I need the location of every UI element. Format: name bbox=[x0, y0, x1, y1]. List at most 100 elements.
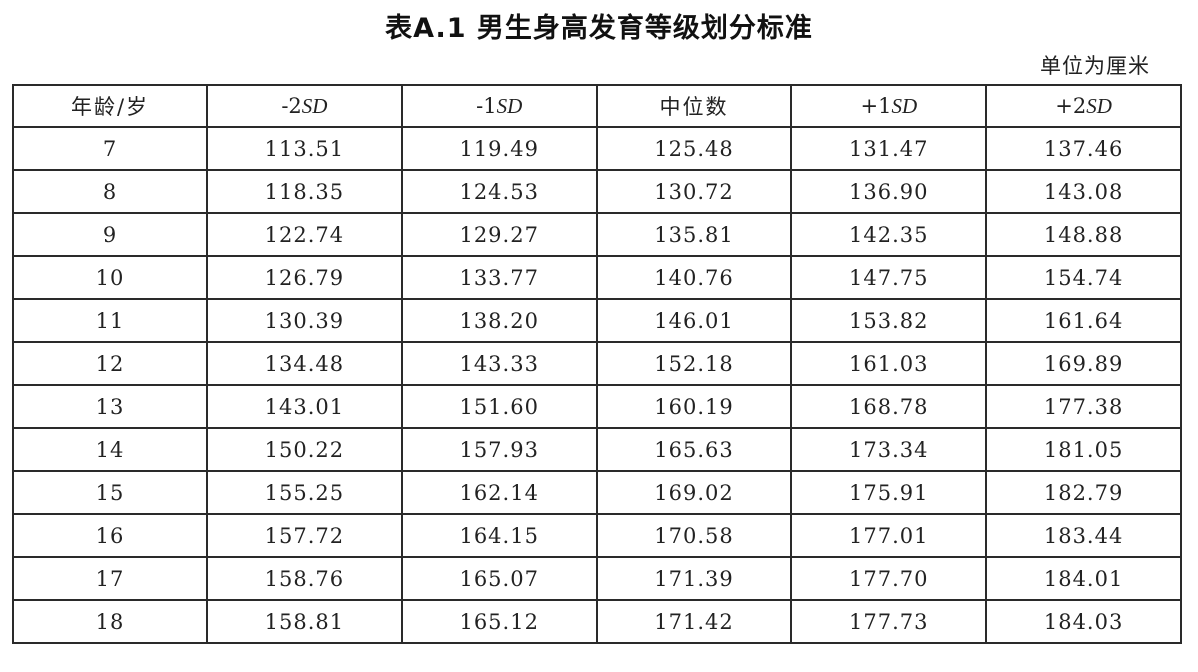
cell-plus-2sd: 154.74 bbox=[985, 255, 1182, 300]
cell-plus-2sd: 137.46 bbox=[985, 126, 1182, 171]
cell-plus-2sd: 181.05 bbox=[985, 427, 1182, 472]
cell-plus-2sd: 161.64 bbox=[985, 298, 1182, 343]
cell-plus-1sd: 177.73 bbox=[790, 599, 988, 644]
header-minus-2sd: -2SD bbox=[206, 84, 403, 128]
cell-plus-1sd: 153.82 bbox=[790, 298, 988, 343]
cell-plus-2sd: 184.01 bbox=[985, 556, 1182, 601]
cell-plus-1sd: 131.47 bbox=[790, 126, 988, 171]
cell-median: 152.18 bbox=[595, 341, 793, 386]
header-plus-1sd: +1SD bbox=[790, 84, 988, 128]
header-age: 年龄/岁 bbox=[12, 84, 208, 128]
cell-minus-1sd: 124.53 bbox=[400, 169, 598, 214]
height-grade-table: 年龄/岁 -2SD -1SD 中位数 +1SD +2SD 7 113.51 119.… bbox=[12, 84, 1182, 644]
cell-median: 169.02 bbox=[595, 470, 793, 515]
cell-plus-1sd: 168.78 bbox=[790, 384, 988, 429]
unit-note: 单位为厘米 bbox=[1040, 54, 1150, 78]
table-row: 10 126.79 133.77 140.76 147.75 154.74 bbox=[12, 255, 1182, 300]
cell-median: 146.01 bbox=[595, 298, 793, 343]
cell-age: 16 bbox=[12, 513, 208, 558]
cell-minus-2sd: 157.72 bbox=[206, 513, 403, 558]
cell-median: 135.81 bbox=[595, 212, 793, 257]
cell-plus-1sd: 161.03 bbox=[790, 341, 988, 386]
table-row: 9 122.74 129.27 135.81 142.35 148.88 bbox=[12, 212, 1182, 257]
cell-minus-1sd: 162.14 bbox=[400, 470, 598, 515]
header-minus-1sd: -1SD bbox=[400, 84, 598, 128]
cell-plus-1sd: 177.70 bbox=[790, 556, 988, 601]
cell-median: 165.63 bbox=[595, 427, 793, 472]
cell-minus-1sd: 165.07 bbox=[400, 556, 598, 601]
cell-minus-2sd: 113.51 bbox=[206, 126, 403, 171]
cell-median: 125.48 bbox=[595, 126, 793, 171]
cell-plus-2sd: 184.03 bbox=[985, 599, 1182, 644]
header-median: 中位数 bbox=[595, 84, 793, 128]
cell-plus-1sd: 136.90 bbox=[790, 169, 988, 214]
cell-age: 10 bbox=[12, 255, 208, 300]
cell-minus-2sd: 130.39 bbox=[206, 298, 403, 343]
cell-minus-2sd: 118.35 bbox=[206, 169, 403, 214]
table-row: 7 113.51 119.49 125.48 131.47 137.46 bbox=[12, 126, 1182, 171]
cell-minus-1sd: 164.15 bbox=[400, 513, 598, 558]
header-minus-2sd-prefix: -2 bbox=[281, 93, 302, 118]
cell-minus-2sd: 158.81 bbox=[206, 599, 403, 644]
table-row: 11 130.39 138.20 146.01 153.82 161.64 bbox=[12, 298, 1182, 343]
cell-plus-2sd: 183.44 bbox=[985, 513, 1182, 558]
cell-minus-2sd: 122.74 bbox=[206, 212, 403, 257]
cell-minus-1sd: 151.60 bbox=[400, 384, 598, 429]
cell-age: 13 bbox=[12, 384, 208, 429]
cell-plus-2sd: 177.38 bbox=[985, 384, 1182, 429]
header-age-label: 年龄/岁 bbox=[70, 95, 150, 119]
cell-minus-2sd: 150.22 bbox=[206, 427, 403, 472]
cell-median: 130.72 bbox=[595, 169, 793, 214]
cell-median: 140.76 bbox=[595, 255, 793, 300]
table-row: 13 143.01 151.60 160.19 168.78 177.38 bbox=[12, 384, 1182, 429]
cell-median: 170.58 bbox=[595, 513, 793, 558]
table-header-row: 年龄/岁 -2SD -1SD 中位数 +1SD +2SD bbox=[12, 84, 1182, 128]
cell-age: 11 bbox=[12, 298, 208, 343]
cell-plus-1sd: 173.34 bbox=[790, 427, 988, 472]
table-row: 15 155.25 162.14 169.02 175.91 182.79 bbox=[12, 470, 1182, 515]
table-body: 7 113.51 119.49 125.48 131.47 137.46 8 118.35 12… bbox=[12, 126, 1182, 644]
cell-minus-1sd: 165.12 bbox=[400, 599, 598, 644]
header-minus-1sd-prefix: -1 bbox=[476, 93, 497, 118]
cell-median: 171.42 bbox=[595, 599, 793, 644]
cell-plus-1sd: 147.75 bbox=[790, 255, 988, 300]
header-plus-2sd-label: SD bbox=[1086, 93, 1112, 118]
cell-plus-1sd: 142.35 bbox=[790, 212, 988, 257]
cell-plus-1sd: 177.01 bbox=[790, 513, 988, 558]
cell-age: 17 bbox=[12, 556, 208, 601]
cell-minus-1sd: 119.49 bbox=[400, 126, 598, 171]
cell-median: 171.39 bbox=[595, 556, 793, 601]
header-plus-1sd-prefix: +1 bbox=[860, 93, 892, 118]
header-median-label: 中位数 bbox=[659, 95, 729, 119]
cell-age: 15 bbox=[12, 470, 208, 515]
cell-age: 14 bbox=[12, 427, 208, 472]
header-plus-2sd-prefix: +2 bbox=[1055, 93, 1087, 118]
table-row: 12 134.48 143.33 152.18 161.03 169.89 bbox=[12, 341, 1182, 386]
cell-minus-1sd: 129.27 bbox=[400, 212, 598, 257]
cell-age: 18 bbox=[12, 599, 208, 644]
cell-age: 8 bbox=[12, 169, 208, 214]
cell-median: 160.19 bbox=[595, 384, 793, 429]
cell-minus-2sd: 126.79 bbox=[206, 255, 403, 300]
table-row: 17 158.76 165.07 171.39 177.70 184.01 bbox=[12, 556, 1182, 601]
table-row: 8 118.35 124.53 130.72 136.90 143.08 bbox=[12, 169, 1182, 214]
cell-plus-2sd: 148.88 bbox=[985, 212, 1182, 257]
cell-plus-2sd: 182.79 bbox=[985, 470, 1182, 515]
table-title: 表A.1 男生身高发育等级划分标准 bbox=[385, 13, 813, 44]
cell-minus-1sd: 133.77 bbox=[400, 255, 598, 300]
cell-minus-1sd: 138.20 bbox=[400, 298, 598, 343]
cell-minus-2sd: 134.48 bbox=[206, 341, 403, 386]
cell-minus-1sd: 157.93 bbox=[400, 427, 598, 472]
cell-minus-2sd: 158.76 bbox=[206, 556, 403, 601]
cell-plus-2sd: 143.08 bbox=[985, 169, 1182, 214]
table-row: 16 157.72 164.15 170.58 177.01 183.44 bbox=[12, 513, 1182, 558]
header-minus-1sd-label: SD bbox=[496, 93, 523, 118]
cell-minus-2sd: 143.01 bbox=[206, 384, 403, 429]
cell-plus-1sd: 175.91 bbox=[790, 470, 988, 515]
cell-age: 12 bbox=[12, 341, 208, 386]
header-minus-2sd-label: SD bbox=[301, 93, 328, 118]
table-row: 18 158.81 165.12 171.42 177.73 184.03 bbox=[12, 599, 1182, 644]
cell-minus-2sd: 155.25 bbox=[206, 470, 403, 515]
cell-minus-1sd: 143.33 bbox=[400, 341, 598, 386]
header-plus-2sd: +2SD bbox=[985, 84, 1182, 128]
